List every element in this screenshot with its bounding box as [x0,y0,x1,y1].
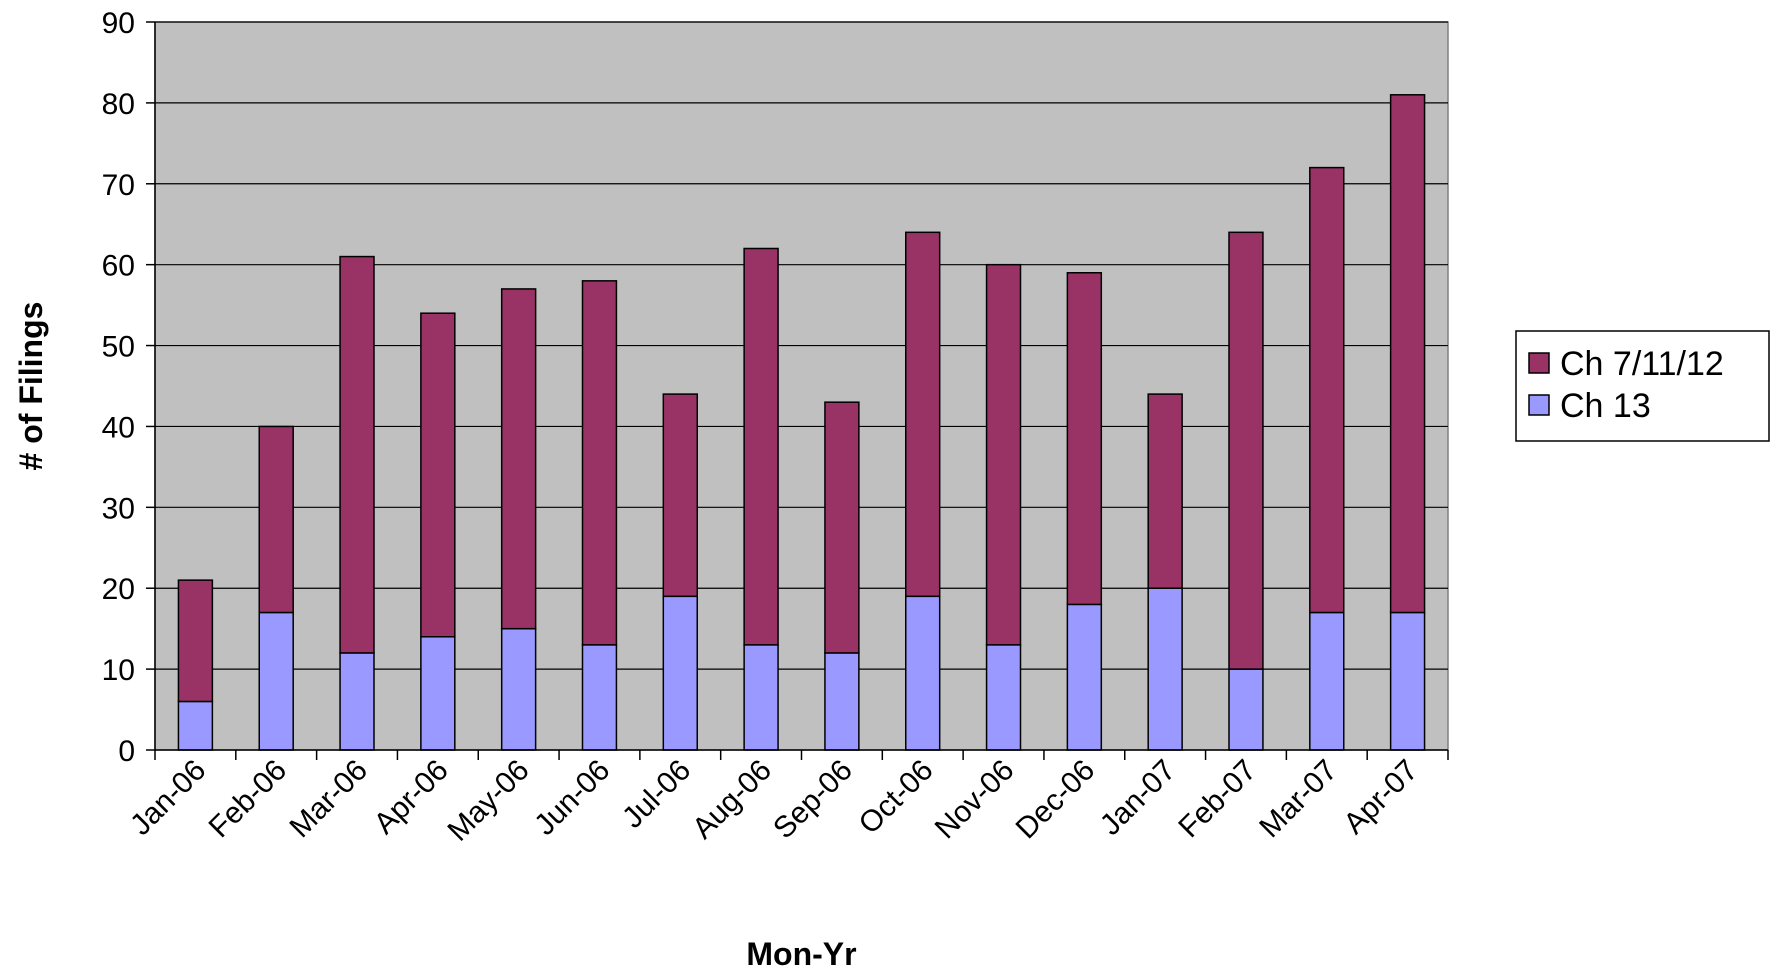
bar-ch13-feb-07 [1228,668,1264,751]
bar-ch7-may-06 [500,288,537,630]
x-tick-label: Jan-07 [1094,754,1182,842]
bar-ch7-jun-06 [581,280,618,646]
bar-ch7-sep-06 [824,401,860,654]
bars [177,94,1426,751]
x-tick-label: Jan-06 [124,754,212,842]
y-tick-label: 40 [102,411,135,444]
y-axis-title: # of Filings [13,302,49,471]
bar-ch13-feb-06 [258,611,294,751]
bar-ch7-jul-06 [662,393,699,598]
legend-label-ch13: Ch 13 [1560,387,1651,425]
x-tick-label: Jun-06 [528,754,616,842]
x-tick-label: Feb-06 [203,754,294,845]
x-axis-title: Mon-Yr [746,936,856,972]
legend-swatch-ch13 [1528,394,1550,416]
x-tick-label: Jul-06 [616,754,697,835]
bar-ch13-nov-06 [985,644,1022,751]
x-tick-label: Mar-07 [1253,754,1344,845]
x-tick-label: Oct-06 [853,754,940,841]
x-tick-label: Mar-06 [283,754,374,845]
bar-ch7-nov-06 [985,263,1022,646]
x-tick-label: Nov-06 [929,754,1021,846]
bar-ch7-aug-06 [743,247,779,646]
legend-swatch-ch7 [1528,352,1550,374]
bar-ch13-jul-06 [662,595,699,751]
bar-ch7-jan-06 [177,579,214,703]
x-tick-label: Apr-06 [368,754,455,841]
bar-ch7-feb-06 [258,425,294,614]
y-tick-labels: 0 10 20 30 40 50 60 70 80 90 [102,7,135,768]
y-tick-label: 30 [102,492,135,525]
bar-ch13-apr-07 [1389,611,1426,751]
bar-ch13-oct-06 [904,595,941,751]
bar-ch13-mar-06 [339,652,375,751]
y-tick-label: 60 [102,250,135,283]
y-tick-label: 0 [118,735,135,768]
bar-ch7-apr-06 [420,312,456,638]
bar-ch13-aug-06 [743,644,779,751]
x-tick-label: Feb-07 [1172,754,1263,845]
bar-ch13-jan-06 [177,700,214,751]
axes [146,21,1449,760]
y-tick-label: 70 [102,169,135,202]
y-tick-label: 20 [102,573,135,606]
x-tick-label: Sep-06 [767,754,859,846]
bar-ch7-feb-07 [1228,231,1264,670]
bar-ch13-sep-06 [824,652,860,751]
bar-ch7-mar-07 [1309,166,1345,614]
y-tick-label: 80 [102,88,135,121]
legend-label-ch7: Ch 7/11/12 [1560,345,1724,383]
legend-box [1515,330,1770,442]
bar-ch7-dec-06 [1066,272,1103,606]
bar-ch13-dec-06 [1066,603,1103,751]
bar-ch13-mar-07 [1309,611,1345,751]
y-tick-label: 50 [102,331,135,364]
bar-ch7-apr-07 [1389,94,1426,614]
x-tick-label: Aug-06 [686,754,778,846]
bar-ch7-oct-06 [904,231,941,598]
x-tick-label: Dec-06 [1010,754,1102,846]
y-tick-label: 90 [102,7,135,40]
bar-ch13-jun-06 [581,644,618,751]
legend: Ch 7/11/12 Ch 13 [1515,330,1770,442]
y-tick-label: 10 [102,654,135,687]
bar-ch13-jan-07 [1147,587,1183,751]
x-tick-label: May-06 [442,754,536,848]
bar-ch7-mar-06 [339,255,375,654]
bar-ch13-may-06 [500,627,537,751]
x-tick-label: Apr-07 [1338,754,1425,841]
bar-ch7-jan-07 [1147,393,1183,589]
bar-ch13-apr-06 [420,636,456,751]
